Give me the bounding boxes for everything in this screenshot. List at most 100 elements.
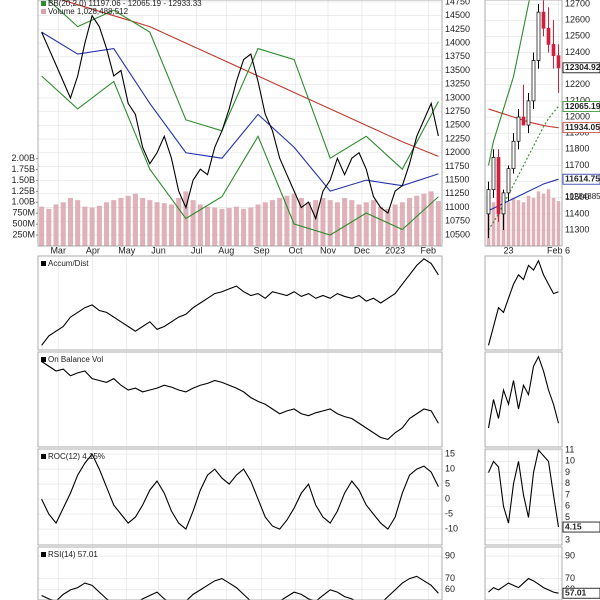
volume-bar xyxy=(291,193,297,246)
volume-bar xyxy=(531,197,536,246)
series-line xyxy=(487,449,560,528)
y-tick-label: 3 xyxy=(565,534,570,544)
y-tick-label: 0 xyxy=(445,493,450,503)
volume-label: 10284885 xyxy=(565,192,600,201)
candle-body xyxy=(521,116,526,126)
volume-bar xyxy=(125,195,131,246)
panel-frame xyxy=(484,351,563,448)
y-tick-label: 11500 xyxy=(445,175,469,185)
y2-tick-label: 1.00B xyxy=(11,197,35,207)
volume-bar xyxy=(205,206,211,246)
y-tick-label: 12200 xyxy=(565,79,590,89)
y-tick-label: 14750 xyxy=(445,0,470,6)
y2-tick-label: 500M xyxy=(12,219,35,229)
candle-body xyxy=(491,157,496,191)
volume-bar xyxy=(506,202,511,246)
series-line xyxy=(41,14,439,221)
candle-body xyxy=(526,100,531,126)
volume-bar xyxy=(496,200,501,246)
candle-body xyxy=(536,11,541,61)
y2-tick-label: 1.75B xyxy=(11,164,35,174)
volume-bar xyxy=(96,205,102,246)
panel-frame xyxy=(484,255,563,351)
volume-bar xyxy=(219,208,225,246)
volume-bar xyxy=(385,208,391,246)
y-tick-label: 12700 xyxy=(565,0,590,8)
x-tick-label: May xyxy=(118,245,136,255)
volume-bar xyxy=(53,204,59,246)
last-value-box xyxy=(562,521,600,533)
title-marker xyxy=(41,357,46,362)
panel-subtitle: Volume 1,028,488,512 xyxy=(48,7,129,16)
y-tick-label: 11000 xyxy=(445,202,469,212)
volume-bar xyxy=(277,197,283,246)
plot-area xyxy=(485,547,562,600)
y-tick-label: 11250 xyxy=(445,188,469,198)
y-tick-label: 14500 xyxy=(445,10,470,20)
series-line xyxy=(41,31,439,192)
x-tick-label: Feb 6 xyxy=(547,245,570,255)
panel-background xyxy=(38,352,442,447)
last-value-label: 4.15 xyxy=(565,521,582,531)
candle-body xyxy=(516,116,521,142)
panel-background xyxy=(485,352,562,447)
x-tick-label: 23 xyxy=(503,245,513,255)
volume-bar xyxy=(233,206,239,246)
candle-body xyxy=(486,189,491,215)
volume-bar xyxy=(39,206,45,246)
volume-bar xyxy=(46,208,52,246)
title-marker xyxy=(41,261,46,266)
y-tick-label: 11300 xyxy=(565,224,589,234)
volume-bar xyxy=(407,197,413,246)
y-tick-label: 11400 xyxy=(565,208,589,218)
volume-bar xyxy=(140,197,146,246)
panel-frame xyxy=(484,546,563,600)
series-line xyxy=(487,355,560,429)
y2-tick-label: 1.25B xyxy=(11,186,35,196)
y-tick-label: 90 xyxy=(565,550,575,560)
last-value-label: 11934.05 xyxy=(565,122,600,132)
volume-bar xyxy=(511,197,516,246)
panel-title: ROC(12) 4.15% xyxy=(48,452,105,461)
volume-bar xyxy=(349,200,355,246)
y-tick-label: 12500 xyxy=(445,120,470,130)
y-tick-label: 13000 xyxy=(445,92,470,102)
y-tick-label: 10500 xyxy=(445,229,470,239)
volume-bar xyxy=(241,208,247,246)
panel-title: Accum/Dist xyxy=(48,259,89,268)
plot-area xyxy=(38,0,442,246)
panel-background xyxy=(38,449,442,545)
volume-bar xyxy=(298,197,304,246)
volume-bar xyxy=(60,202,66,246)
y-tick-label: 11750 xyxy=(445,161,469,171)
y-tick-label: 9 xyxy=(565,467,570,477)
candle-body xyxy=(541,11,546,29)
y-tick-label: 11800 xyxy=(565,144,589,154)
y-tick-label: 12100 xyxy=(565,95,590,105)
volume-bar xyxy=(392,204,398,246)
y2-tick-label: 1.50B xyxy=(11,175,35,185)
panel-background xyxy=(38,256,442,350)
y2-tick-label: 250M xyxy=(12,229,35,239)
candle-body xyxy=(506,168,511,194)
series-line xyxy=(41,453,439,531)
panel-frame xyxy=(37,255,443,351)
series-line xyxy=(487,0,530,166)
volume-bar xyxy=(154,202,160,246)
y-tick-label: 12000 xyxy=(565,111,590,121)
volume-bar xyxy=(546,189,551,246)
candle-body xyxy=(531,60,536,102)
y-tick-label: 5 xyxy=(445,478,450,488)
volume-bar xyxy=(536,191,541,246)
volume-bar xyxy=(521,202,526,246)
volume-bar xyxy=(82,206,88,246)
series-line xyxy=(47,0,439,171)
x-tick-label: Nov xyxy=(320,245,337,255)
y-tick-label: 10 xyxy=(445,463,455,473)
title-marker xyxy=(41,1,46,6)
y-tick-label: 11700 xyxy=(565,160,589,170)
series-line xyxy=(60,0,439,157)
plot-area xyxy=(38,449,442,545)
volume-bar xyxy=(248,207,254,246)
volume-bar xyxy=(176,197,182,246)
